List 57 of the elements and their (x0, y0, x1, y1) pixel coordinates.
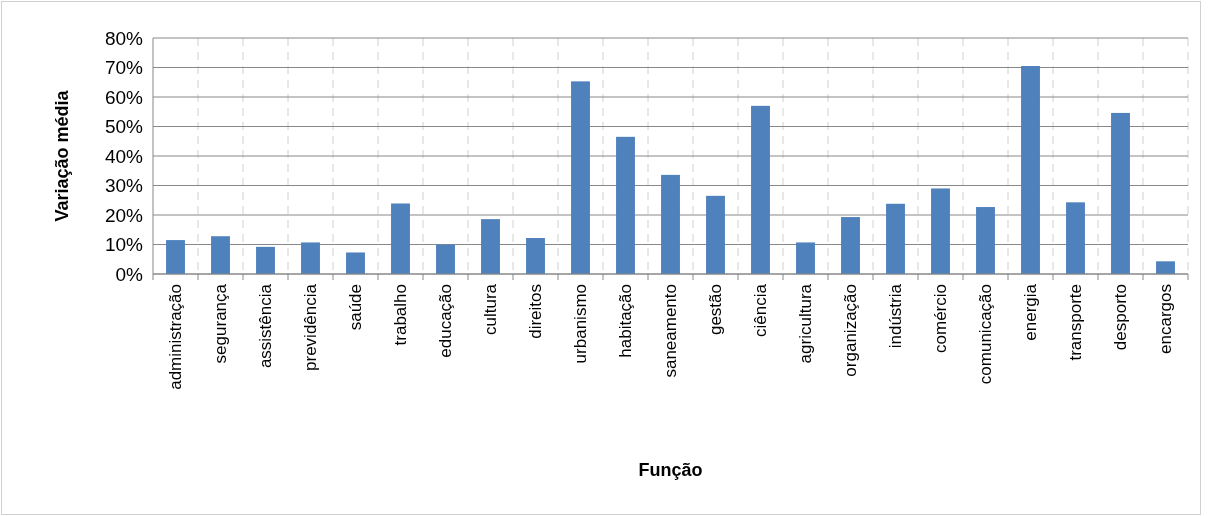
x-tick-label: energia (1021, 283, 1041, 341)
y-tick-label: 30% (104, 175, 144, 197)
x-tick-label: agricultura (796, 283, 816, 364)
x-tick-label: saúde (346, 284, 366, 331)
bar (976, 207, 995, 274)
bar (211, 236, 230, 274)
x-tick-label: organização (841, 284, 861, 377)
y-tick-label: 10% (104, 234, 144, 256)
x-tick-label: habitação (616, 284, 636, 358)
x-tick-label: direitos (526, 284, 546, 339)
bar (301, 242, 320, 274)
x-tick-label: segurança (211, 283, 231, 364)
x-tick-label: indústria (886, 283, 906, 349)
x-tick-label: desporto (1111, 284, 1131, 351)
bar (616, 136, 635, 274)
bar (751, 105, 770, 274)
y-tick-label: 60% (104, 86, 144, 108)
x-tick-label: administração (166, 284, 186, 390)
y-axis-title: Variação média (52, 89, 72, 222)
x-tick-label: trabalho (391, 284, 411, 346)
bar (526, 238, 545, 274)
bar (1156, 261, 1175, 274)
bar (661, 174, 680, 274)
bar (886, 203, 905, 274)
bar (841, 217, 860, 274)
x-tick-label: comércio (931, 284, 951, 353)
y-tick-label: 20% (104, 204, 144, 226)
x-tick-label: saneamento (661, 284, 681, 378)
bar (796, 242, 815, 274)
bar (346, 252, 365, 274)
x-tick-label: cultura (481, 283, 501, 336)
bar (1066, 202, 1085, 274)
x-tick-label: urbanismo (571, 284, 591, 364)
x-tick-label: assistência (256, 283, 276, 369)
y-tick-label: 40% (104, 145, 144, 167)
bar (1111, 112, 1130, 274)
x-tick-label: ciência (751, 283, 771, 337)
bar (481, 219, 500, 274)
bar (391, 203, 410, 274)
bar (436, 244, 455, 274)
bar (166, 240, 185, 274)
bar (256, 246, 275, 274)
x-tick-label: transporte (1066, 284, 1086, 361)
y-tick-label: 80% (104, 27, 144, 49)
x-tick-label: gestão (706, 284, 726, 336)
y-tick-label: 0% (115, 263, 144, 285)
y-tick-label: 70% (104, 57, 144, 79)
x-tick-label: previdência (301, 283, 321, 371)
x-tick-label: comunicação (976, 284, 996, 385)
x-axis-title: Função (638, 460, 703, 480)
bar (931, 188, 950, 274)
bar (1021, 66, 1040, 274)
bar (571, 81, 590, 274)
y-tick-label: 50% (104, 116, 144, 138)
bar (706, 195, 725, 274)
x-tick-label: encargos (1156, 284, 1176, 354)
x-tick-label: educação (436, 284, 456, 358)
